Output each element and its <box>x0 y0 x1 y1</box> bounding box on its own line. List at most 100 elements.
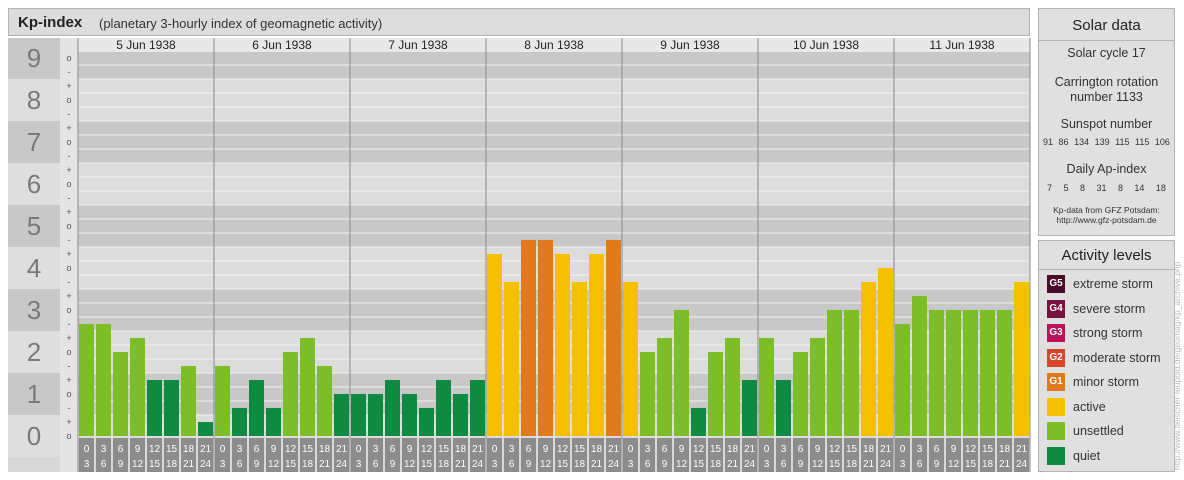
kp-band <box>78 79 1030 121</box>
ap-value: 5 <box>1063 183 1069 193</box>
hour-start-label: 9 <box>271 444 277 455</box>
day-labels: 5 Jun 1938 6 Jun 1938 7 Jun 1938 8 Jun 1938… <box>116 38 995 52</box>
hour-cell <box>300 438 315 472</box>
y-tick-label: 2 <box>27 337 41 367</box>
hour-end-label: 12 <box>812 459 824 470</box>
hour-start-label: 21 <box>880 444 892 455</box>
hour-start-label: 18 <box>591 444 603 455</box>
ap-value: 31 <box>1096 183 1107 193</box>
hour-end-label: 12 <box>540 459 552 470</box>
hour-start-label: 18 <box>727 444 739 455</box>
divider <box>1039 40 1174 41</box>
kp-bar <box>436 380 451 436</box>
hour-start-label: 0 <box>764 444 770 455</box>
kp-bar <box>640 352 655 436</box>
hour-end-label: 15 <box>829 459 841 470</box>
hour-start-label: 6 <box>254 444 260 455</box>
hour-labels: 0336699121215151818212124033669912121515… <box>79 438 1029 472</box>
source-link[interactable]: http://www.gfz-potsdam.de <box>1056 215 1157 225</box>
carrington-line-2: number 1133 <box>1070 90 1143 104</box>
level-row: quiet <box>1047 446 1100 466</box>
kp-bar <box>283 352 298 436</box>
hour-end-label: 24 <box>472 459 484 470</box>
hour-cell <box>283 438 298 472</box>
hour-cell <box>759 438 774 472</box>
y-minor-label: + <box>66 249 71 259</box>
kp-bar <box>249 380 264 436</box>
kp-bar <box>130 338 145 436</box>
y-tick-label: 7 <box>27 127 41 157</box>
hour-cell <box>844 438 859 472</box>
day-label: 9 Jun 1938 <box>660 38 720 52</box>
hour-cell <box>997 438 1012 472</box>
y-minor-label: + <box>66 123 71 133</box>
day-header-strip <box>78 38 1030 52</box>
ap-value: 14 <box>1134 183 1145 193</box>
kp-bar <box>164 380 179 436</box>
hour-start-label: 6 <box>118 444 124 455</box>
hour-end-label: 15 <box>557 459 569 470</box>
kp-bar <box>657 338 672 436</box>
carrington-line-1: Carrington rotation <box>1054 75 1159 89</box>
hour-cell <box>147 438 162 472</box>
y-axis-minor-labels: o + o + - o + - o + - o + - o + - o + - o + - o + - o - <box>66 53 71 441</box>
kp-bar <box>334 394 349 436</box>
y-minor-label: o <box>66 431 71 441</box>
hour-end-label: 3 <box>900 459 906 470</box>
chart-title: Kp-index <box>18 14 83 31</box>
hour-end-label: 15 <box>965 459 977 470</box>
sunspot-label: Sunspot number <box>1060 117 1153 131</box>
hour-end-label: 15 <box>149 459 161 470</box>
kp-bar <box>266 407 281 436</box>
day-label: 8 Jun 1938 <box>524 38 584 52</box>
kp-label-band <box>8 331 60 373</box>
kp-bar <box>385 380 400 436</box>
hour-cell <box>589 438 604 472</box>
kp-bar <box>368 394 383 436</box>
hour-cell <box>385 438 400 472</box>
hour-start-label: 3 <box>101 444 107 455</box>
kp-bar <box>215 365 230 436</box>
hour-end-label: 21 <box>591 459 603 470</box>
kp-bar <box>759 338 774 436</box>
level-swatch: G2 <box>1047 348 1065 367</box>
level-swatch: G5 <box>1047 275 1065 293</box>
hour-start-label: 0 <box>900 444 906 455</box>
ap-value: 18 <box>1155 183 1166 193</box>
day-label: 11 Jun 1938 <box>929 38 994 52</box>
ap-value: 7 <box>1047 183 1053 193</box>
y-minor-label: - <box>68 151 71 161</box>
level-label: moderate storm <box>1073 350 1161 365</box>
activity-levels-title: Activity levels <box>1061 247 1152 264</box>
level-label: unsettled <box>1073 424 1124 438</box>
y-tick-label: 6 <box>27 169 41 199</box>
hour-cell <box>895 438 910 472</box>
sunspot-value: 91 <box>1043 137 1054 147</box>
y-minor-label: o <box>66 137 71 147</box>
level-swatch <box>1047 397 1065 416</box>
sunspot-value: 115 <box>1135 137 1150 147</box>
level-swatch <box>1047 446 1065 465</box>
hour-end-label: 18 <box>982 459 994 470</box>
kp-bar <box>861 281 876 436</box>
ap-label: Daily Ap-index <box>1066 162 1147 176</box>
hour-end-label: 12 <box>132 459 144 470</box>
level-row: G3 strong storm <box>1047 323 1142 343</box>
hour-end-label: 18 <box>302 459 314 470</box>
hour-cell <box>181 438 196 472</box>
hour-start-label: 21 <box>472 444 484 455</box>
hour-cell <box>130 438 145 472</box>
hour-start-label: 12 <box>421 444 433 455</box>
sunspot-values: 91 86 134 139 115 115 106 <box>1043 137 1170 147</box>
hour-cell <box>266 438 281 472</box>
y-minor-label: + <box>66 81 71 91</box>
y-minor-label: - <box>68 67 71 77</box>
hour-start-label: 6 <box>798 444 804 455</box>
kp-bar <box>742 380 757 436</box>
hour-cell <box>793 438 808 472</box>
level-label: quiet <box>1073 448 1101 463</box>
kp-label-band <box>8 79 60 121</box>
hour-end-label: 18 <box>846 459 858 470</box>
hour-start-label: 18 <box>319 444 331 455</box>
hour-cell <box>402 438 417 472</box>
